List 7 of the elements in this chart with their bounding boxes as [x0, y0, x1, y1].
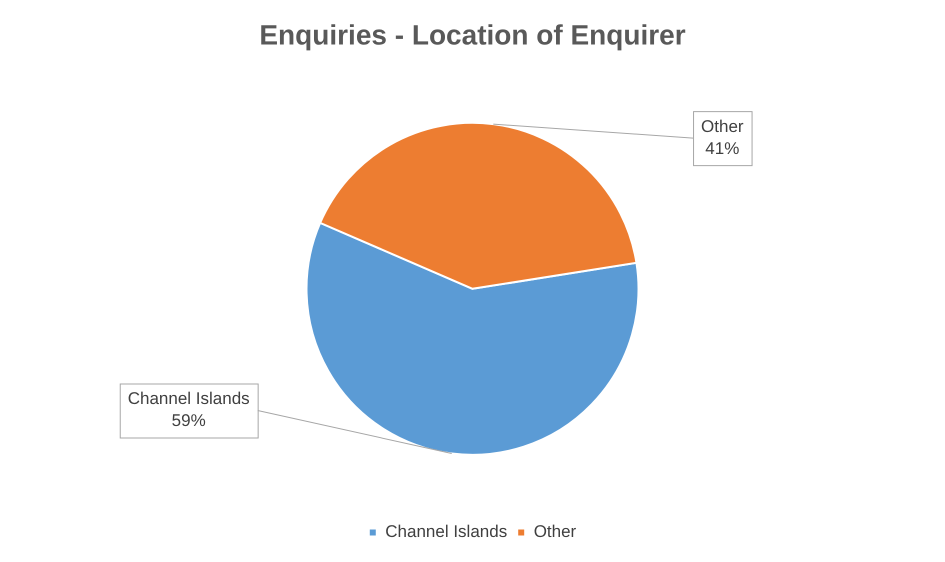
slice-label: Channel Islands [128, 389, 250, 408]
data-label: 59% [172, 411, 206, 430]
chart-title: Enquiries - Location of Enquirer [259, 20, 686, 51]
legend-label: Channel Islands [385, 522, 508, 542]
slice-label: Other [701, 116, 744, 136]
legend-label: Other [534, 522, 577, 542]
data-label: 41% [705, 138, 740, 158]
